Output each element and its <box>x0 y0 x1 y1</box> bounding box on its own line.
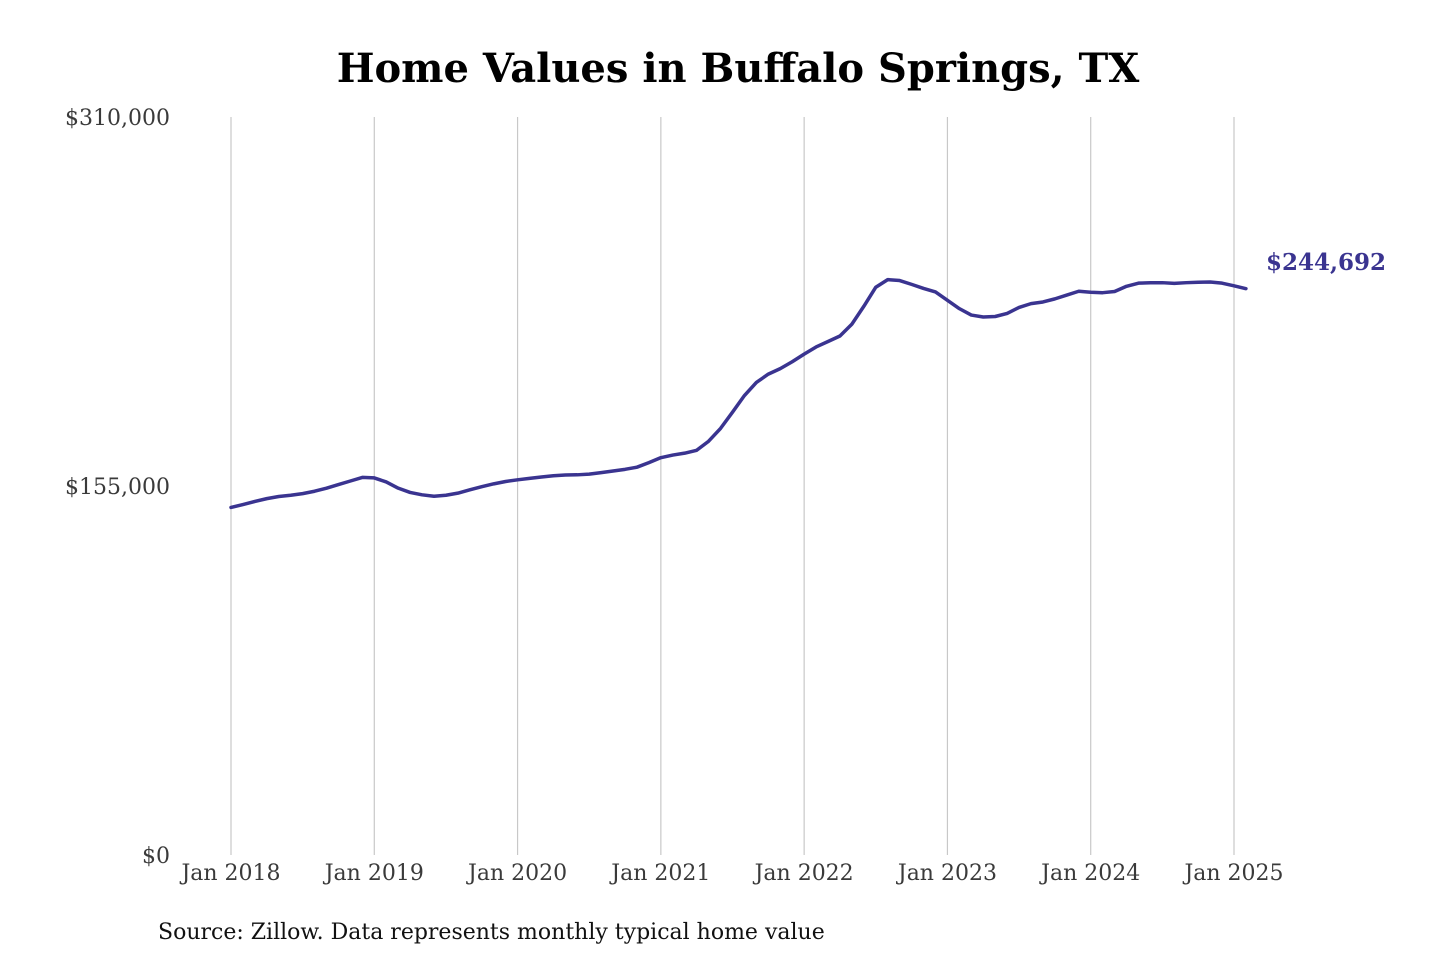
x-axis-ticks: Jan 2018 Jan 2019 Jan 2020 Jan 2021 Jan 2022… <box>179 861 1283 886</box>
x-tick-label: Jan 2019 <box>323 861 424 886</box>
chart-title: Home Values in Buffalo Springs, TX <box>337 45 1140 92</box>
end-value-label: $244,692 <box>1266 249 1386 276</box>
y-tick-label: $155,000 <box>65 475 170 500</box>
series-line-0 <box>229 277 1248 510</box>
y-tick-label: $310,000 <box>65 106 170 131</box>
x-tick-label: Jan 2018 <box>179 861 280 886</box>
y-axis-ticks: $0 $155,000 $310,000 <box>65 106 170 869</box>
x-tick-label: Jan 2021 <box>609 861 710 886</box>
gridlines <box>230 117 1235 855</box>
y-tick-label: $0 <box>142 844 170 869</box>
source-note: Source: Zillow. Data represents monthly … <box>158 920 825 945</box>
x-tick-label: Jan 2025 <box>1182 861 1283 886</box>
x-tick-label: Jan 2023 <box>896 861 997 886</box>
series-layer <box>229 277 1248 510</box>
x-tick-label: Jan 2024 <box>1039 861 1140 886</box>
x-tick-label: Jan 2020 <box>466 861 567 886</box>
x-tick-label: Jan 2022 <box>753 861 854 886</box>
